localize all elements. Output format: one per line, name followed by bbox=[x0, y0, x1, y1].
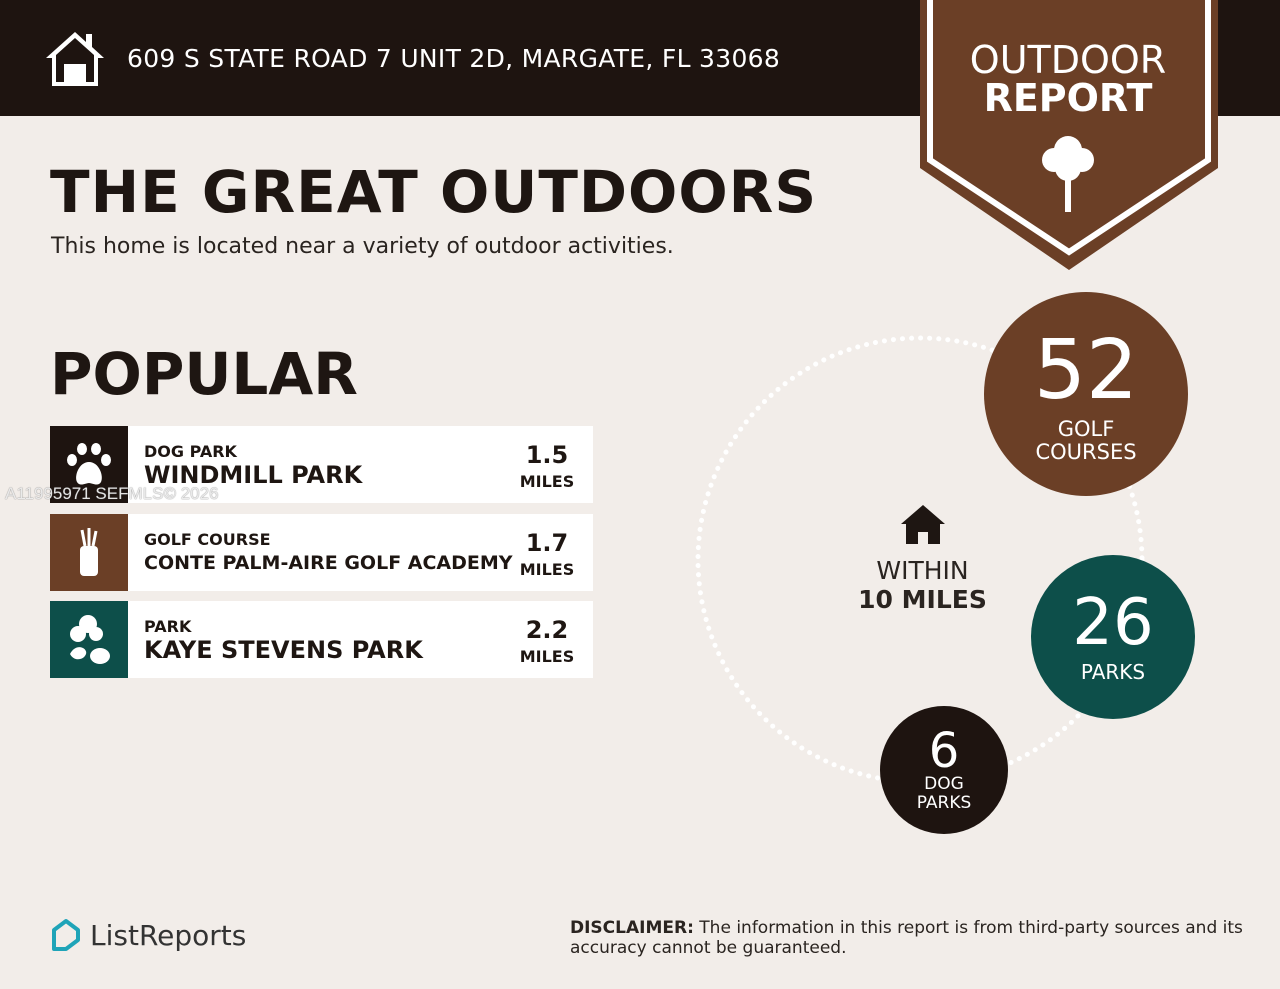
count-value: 6 bbox=[928, 723, 960, 779]
parks-count: 26 PARKS bbox=[1031, 555, 1195, 719]
home-icon bbox=[46, 32, 104, 86]
disclaimer-label: DISCLAIMER: bbox=[570, 918, 694, 938]
badge-line2: REPORT bbox=[983, 76, 1153, 120]
item-distance: 1.5 bbox=[525, 441, 569, 469]
disclaimer-text: The information in this report is from t… bbox=[570, 918, 1243, 958]
count-label: DOG bbox=[924, 774, 964, 794]
within-line2: 10 MILES bbox=[858, 585, 987, 614]
within-label: WITHIN 10 MILES bbox=[840, 556, 1005, 614]
badge-line1: OUTDOOR bbox=[969, 38, 1167, 82]
item-distance: 2.2 bbox=[525, 616, 569, 644]
item-distance: 1.7 bbox=[525, 529, 569, 557]
item-unit: MILES bbox=[519, 472, 575, 491]
count-label: GOLF bbox=[1057, 417, 1115, 441]
item-name: KAYE STEVENS PARK bbox=[144, 636, 423, 664]
page-title: THE GREAT OUTDOORS bbox=[50, 158, 818, 226]
item-category: DOG PARK bbox=[144, 442, 237, 461]
page-subtitle: This home is located near a variety of o… bbox=[51, 234, 674, 259]
item-category: GOLF COURSE bbox=[144, 530, 271, 549]
item-category: PARK bbox=[144, 617, 192, 636]
item-name: CONTE PALM-AIRE GOLF ACADEMY bbox=[144, 552, 513, 574]
outdoor-report-badge bbox=[920, 0, 1218, 270]
property-address: 609 S STATE ROAD 7 UNIT 2D, MARGATE, FL … bbox=[127, 44, 781, 73]
park-icon bbox=[50, 601, 128, 678]
count-value: 26 bbox=[1072, 586, 1154, 660]
popular-heading: POPULAR bbox=[50, 340, 358, 408]
within-line1: WITHIN bbox=[876, 556, 969, 585]
logo-text: ListReports bbox=[90, 918, 247, 952]
count-label: PARKS bbox=[1080, 660, 1146, 684]
list-item: DOG PARK WINDMILL PARK 1.5 MILES bbox=[50, 426, 593, 503]
tree-icon bbox=[1042, 136, 1094, 212]
listreports-logo-icon bbox=[52, 919, 80, 951]
list-item: GOLF COURSE CONTE PALM-AIRE GOLF ACADEMY… bbox=[50, 514, 593, 591]
count-value: 52 bbox=[1033, 323, 1139, 418]
paw-icon bbox=[50, 426, 128, 503]
count-label: PARKS bbox=[916, 793, 972, 813]
item-unit: MILES bbox=[519, 560, 575, 579]
item-unit: MILES bbox=[519, 647, 575, 666]
disclaimer: DISCLAIMER: The information in this repo… bbox=[570, 918, 1250, 958]
golf-bag-icon bbox=[50, 514, 128, 591]
list-item: PARK KAYE STEVENS PARK 2.2 MILES bbox=[50, 601, 593, 678]
golf-courses-count: 52 GOLF COURSES bbox=[984, 292, 1188, 496]
listreports-logo: ListReports bbox=[50, 918, 246, 952]
count-label: COURSES bbox=[1035, 440, 1137, 464]
item-name: WINDMILL PARK bbox=[144, 461, 363, 489]
watermark: A11995971 SEFMLS© 2026 bbox=[5, 484, 219, 503]
home-icon bbox=[901, 505, 945, 544]
dog-parks-count: 6 DOG PARKS bbox=[880, 706, 1008, 834]
